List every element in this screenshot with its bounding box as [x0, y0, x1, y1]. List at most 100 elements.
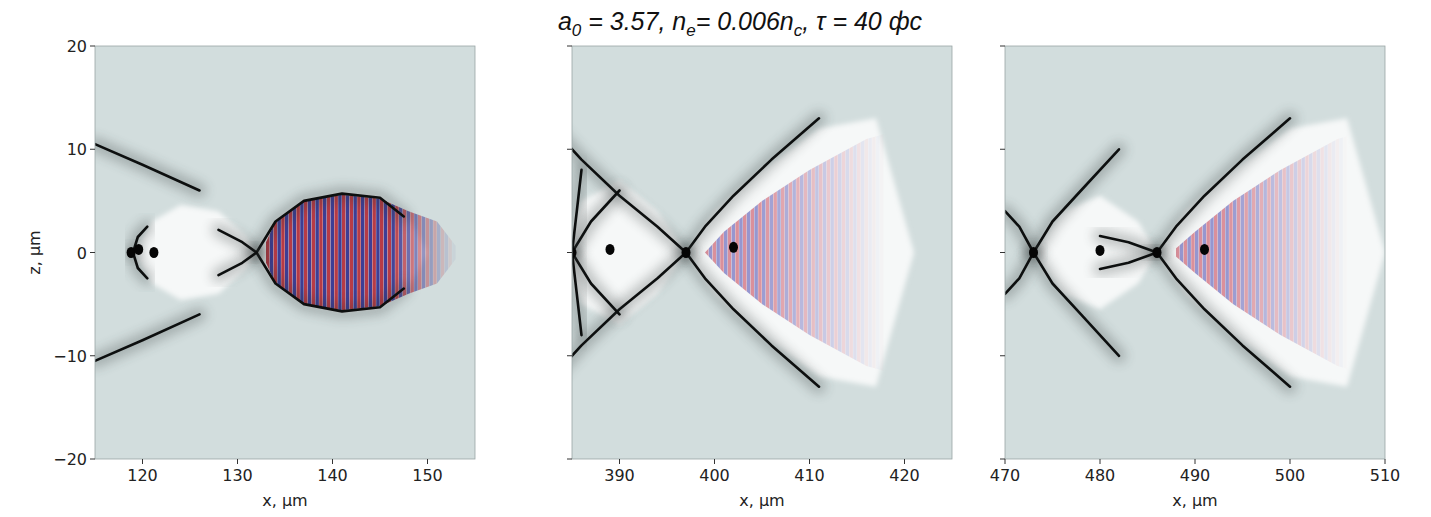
laser-stripe — [361, 46, 364, 459]
sheath — [95, 144, 200, 190]
laser-stripe — [819, 46, 822, 459]
laser-stripe — [808, 46, 811, 459]
laser-stripe — [811, 46, 814, 459]
laser-stripe — [1313, 46, 1316, 459]
laser-stripe — [274, 46, 277, 459]
laser-stripe — [1317, 46, 1320, 459]
bunch — [682, 247, 691, 258]
sheath — [1005, 211, 1034, 252]
laser-stripe — [785, 46, 788, 459]
laser-stripe — [1336, 46, 1339, 459]
laser-stripe — [709, 46, 712, 459]
laser-stripe — [705, 46, 708, 459]
sheath — [1034, 149, 1120, 252]
laser-stripe — [346, 46, 349, 459]
laser-stripe — [842, 46, 845, 459]
laser-stripe — [735, 46, 738, 459]
x-tick-label: 510 — [1370, 466, 1401, 485]
sheath — [572, 129, 686, 253]
background — [1005, 46, 1385, 459]
laser-stripe — [319, 46, 322, 459]
laser-stripe — [1184, 46, 1187, 459]
laser-stripe — [838, 46, 841, 459]
x-axis-title: x, μm — [262, 491, 307, 510]
panel: 390400410420x, μm — [553, 46, 952, 510]
laser — [266, 46, 456, 459]
x-tick — [1195, 459, 1196, 464]
sheath-halo — [257, 253, 404, 312]
laser-stripe — [792, 46, 795, 459]
laser-stripe — [285, 46, 288, 459]
y-tick — [1000, 459, 1005, 460]
laser-stripe — [403, 46, 406, 459]
y-tick — [90, 46, 95, 47]
laser-stripe — [1176, 46, 1179, 459]
sheath-halo — [95, 144, 200, 190]
y-tick-label: 10 — [67, 140, 87, 159]
x-tick-label: 150 — [412, 466, 443, 485]
title-run: e — [686, 21, 695, 40]
y-tick — [1000, 355, 1005, 356]
laser — [1176, 46, 1347, 459]
sheath — [572, 170, 582, 253]
panel: 120130140150−20−1001020x, μmz, μm — [25, 37, 475, 510]
laser-stripe — [781, 46, 784, 459]
x-tick — [142, 459, 143, 464]
laser-stripe — [1195, 46, 1198, 459]
laser-stripe — [724, 46, 727, 459]
frame — [1005, 46, 1385, 459]
laser — [705, 46, 883, 459]
y-tick-label: 20 — [67, 37, 87, 56]
y-tick — [90, 149, 95, 150]
laser-stripe — [1328, 46, 1331, 459]
laser-stripe — [751, 46, 754, 459]
laser-stripe — [334, 46, 337, 459]
y-tick — [1000, 149, 1005, 150]
laser-stripe — [823, 46, 826, 459]
sheath — [219, 253, 257, 276]
frame — [95, 46, 475, 459]
laser-stripe — [1244, 46, 1247, 459]
bunch — [606, 244, 615, 255]
laser-stripe — [1298, 46, 1301, 459]
bunch — [149, 247, 158, 258]
laser-stripe — [281, 46, 284, 459]
bunch — [1200, 244, 1209, 255]
sheath-halo — [95, 314, 200, 361]
laser-stripe — [372, 46, 375, 459]
laser-stripe — [384, 46, 387, 459]
laser-stripe — [422, 46, 425, 459]
sheath — [686, 253, 819, 387]
bunch — [572, 247, 577, 258]
laser-stripe — [1252, 46, 1255, 459]
plot-area — [1005, 46, 1385, 459]
y-tick — [90, 459, 95, 460]
x-tick — [1290, 459, 1291, 464]
laser-stripe — [865, 46, 868, 459]
laser-stripe — [1187, 46, 1190, 459]
laser-stripe — [315, 46, 318, 459]
sheath-halo — [572, 129, 686, 253]
x-tick — [237, 459, 238, 464]
sheath — [1034, 253, 1120, 356]
laser-stripe — [1324, 46, 1327, 459]
sheath — [133, 253, 147, 279]
sheath — [1100, 253, 1157, 270]
laser-stripe — [1256, 46, 1259, 459]
laser-stripe — [437, 46, 440, 459]
title-run: = 0.006n — [696, 7, 794, 35]
laser-stripe — [754, 46, 757, 459]
y-axis-title: z, μm — [25, 230, 44, 274]
laser-stripe — [369, 46, 372, 459]
bunch — [134, 244, 143, 255]
laser-stripe — [277, 46, 280, 459]
laser-stripe — [861, 46, 864, 459]
y-tick-label: −20 — [53, 450, 87, 469]
x-tick — [1385, 459, 1386, 464]
laser-stripe — [716, 46, 719, 459]
sheath-halo — [257, 194, 404, 253]
laser-stripe — [391, 46, 394, 459]
sheath-halo — [133, 253, 147, 279]
sheath-halo — [686, 253, 819, 387]
sheath-halo — [1157, 118, 1290, 252]
